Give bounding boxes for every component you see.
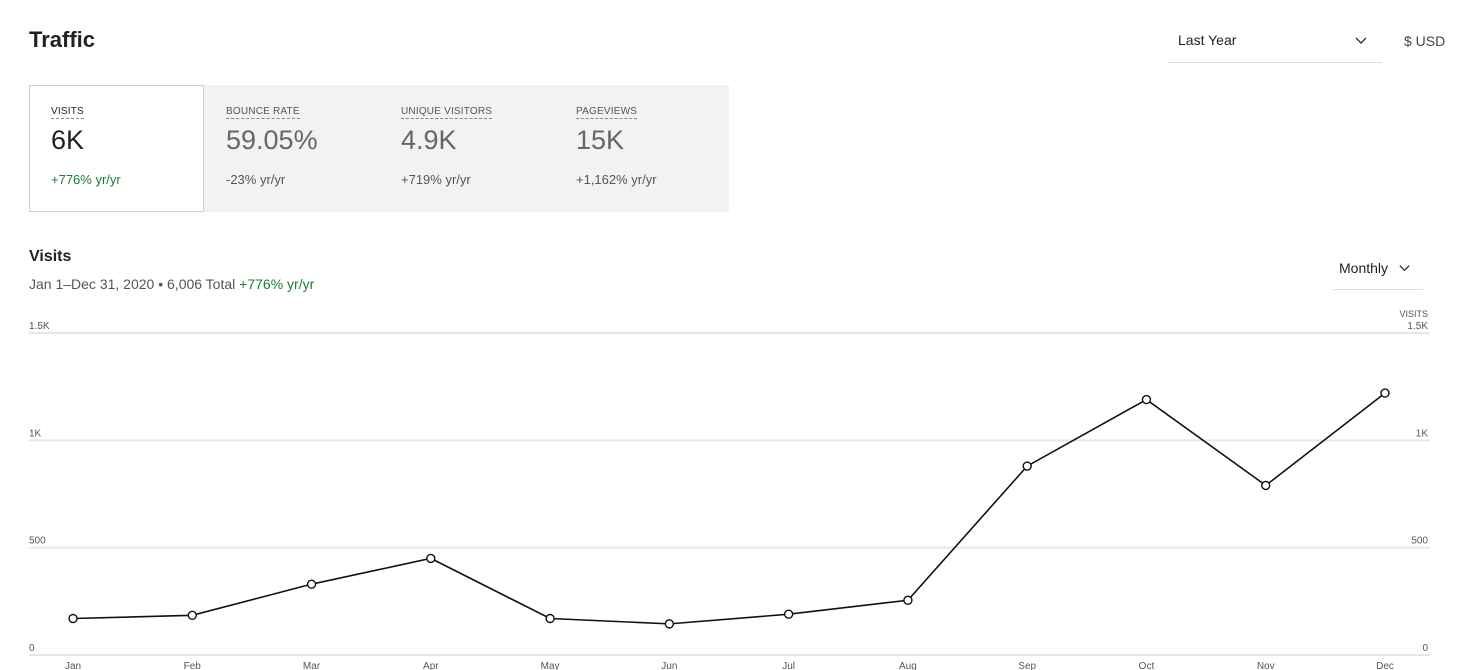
y-tick-label-right: 1.5K [1407, 321, 1428, 332]
metric-tab-pageviews[interactable]: PAGEVIEWS 15K +1,162% yr/yr [554, 85, 729, 212]
metric-change: +1,162% yr/yr [576, 172, 657, 187]
summary-separator: • [154, 276, 168, 292]
y-tick-label-left: 1K [29, 428, 42, 439]
visits-line-chart: VISITS 0 0 500 500 1K 1K 1.5K 1.5K Jan Feb Mar Apr Ma… [29, 309, 1430, 670]
data-point [68, 613, 78, 624]
currency-selector[interactable]: $ USD [1404, 33, 1446, 49]
x-tick-label: Apr [423, 661, 439, 670]
x-tick-label: Nov [1257, 661, 1275, 670]
x-tick-label: Oct [1139, 661, 1155, 670]
x-tick-label: Jan [65, 661, 81, 670]
metric-tab-unique-visitors[interactable]: UNIQUE VISITORS 4.9K +719% yr/yr [379, 85, 554, 212]
metric-label: UNIQUE VISITORS [401, 106, 493, 119]
date-range-select[interactable]: Last Year [1167, 20, 1382, 63]
summary-total: 6,006 Total [167, 276, 236, 292]
y-tick-label-left: 500 [29, 536, 46, 547]
metric-value: 59.05% [226, 125, 318, 155]
data-point [1141, 394, 1152, 405]
metric-label: PAGEVIEWS [576, 106, 638, 119]
interval-select[interactable]: Monthly [1333, 252, 1423, 290]
metric-value: 6K [51, 125, 85, 155]
y-tick-label-right: 0 [1422, 643, 1428, 654]
x-tick-label: Aug [899, 661, 917, 670]
page-title: Traffic [29, 27, 96, 52]
chevron-down-icon [1355, 37, 1367, 44]
x-tick-label: Sep [1018, 661, 1036, 670]
metric-change: +776% yr/yr [51, 172, 121, 187]
chart-summary: Jan 1–Dec 31, 2020 • 6,006 Total +776% y… [29, 276, 314, 292]
chevron-down-icon [1399, 265, 1410, 272]
y-tick-label-left: 1.5K [29, 321, 50, 332]
metric-change: +719% yr/yr [401, 172, 471, 187]
data-point [1022, 461, 1032, 471]
metric-tab-visits[interactable]: VISITS 6K +776% yr/yr [29, 85, 204, 212]
metric-tab-bounce-rate[interactable]: BOUNCE RATE 59.05% -23% yr/yr [204, 85, 379, 212]
metric-value: 15K [576, 125, 625, 155]
data-point [903, 595, 913, 605]
x-tick-label: Dec [1376, 661, 1394, 670]
summary-change: +776% yr/yr [239, 276, 315, 292]
data-point [545, 613, 555, 624]
x-tick-label: Jun [661, 661, 677, 670]
interval-value: Monthly [1339, 260, 1389, 276]
data-point [1261, 480, 1271, 491]
metric-label: BOUNCE RATE [226, 106, 300, 119]
series-line [72, 392, 1386, 625]
x-tick-label: Mar [303, 661, 321, 670]
metric-value: 4.9K [401, 125, 457, 155]
data-point [664, 619, 675, 629]
x-tick-label: Jul [782, 661, 795, 670]
summary-date-range: Jan 1–Dec 31, 2020 [29, 276, 155, 292]
data-point [187, 610, 197, 620]
date-range-value: Last Year [1178, 32, 1237, 48]
y-tick-label-right: 1K [1416, 428, 1429, 439]
x-tick-label: May [541, 661, 560, 670]
data-point [783, 609, 794, 619]
y-tick-label-right: 500 [1411, 536, 1428, 547]
chart-section-title: Visits [29, 248, 72, 265]
metric-label: VISITS [51, 106, 84, 119]
right-axis-title: VISITS [1399, 309, 1428, 319]
data-point [306, 579, 317, 589]
data-point [1380, 388, 1390, 398]
metric-tabs: VISITS 6K +776% yr/yr BOUNCE RATE 59.05%… [29, 85, 729, 212]
data-point [426, 553, 436, 564]
metric-change: -23% yr/yr [226, 172, 286, 187]
x-tick-label: Feb [184, 661, 202, 670]
y-tick-label-left: 0 [29, 643, 35, 654]
